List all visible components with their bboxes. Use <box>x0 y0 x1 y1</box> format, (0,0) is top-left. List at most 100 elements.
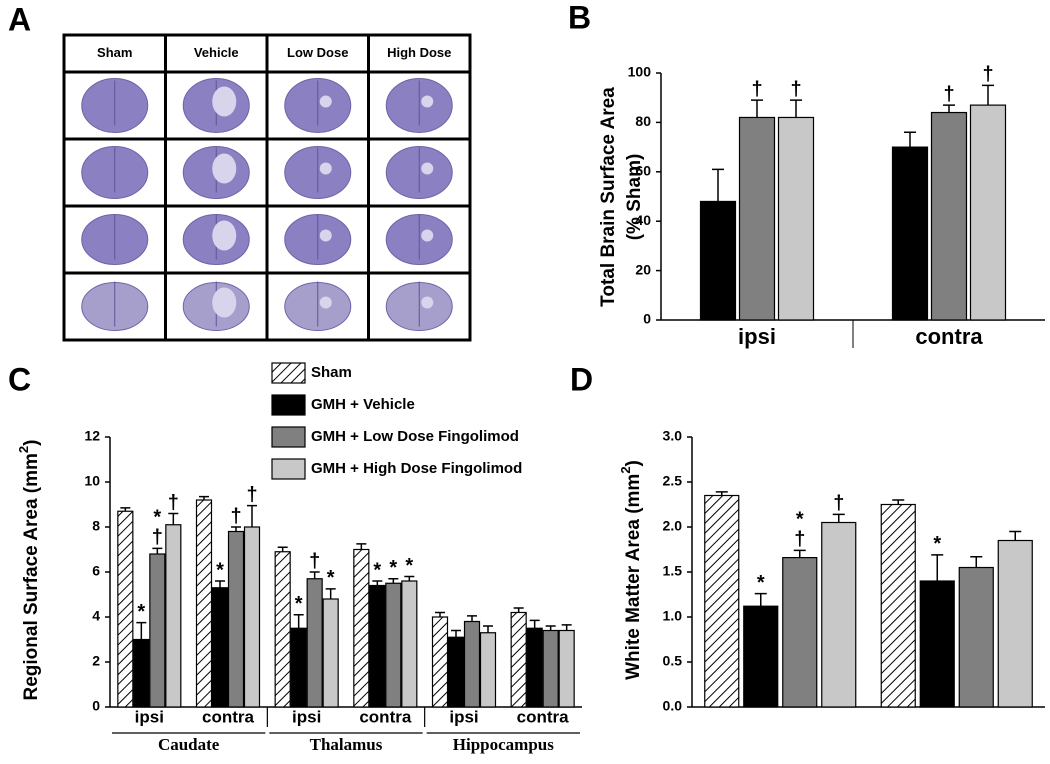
bar <box>306 578 323 708</box>
y-tick-label: 80 <box>635 113 651 129</box>
error-bar <box>943 104 955 113</box>
bar <box>322 598 339 708</box>
x-tick-label: contra <box>517 707 570 726</box>
error-bar <box>545 625 556 631</box>
significance-marker: † <box>246 484 257 506</box>
y-tick-label: 0.0 <box>663 698 683 714</box>
lesion <box>212 220 237 251</box>
bar <box>969 104 1007 321</box>
y-tick-label: 1.0 <box>663 608 683 624</box>
y-tick-label: 2.5 <box>663 473 683 489</box>
significance-marker: * <box>216 559 224 581</box>
y-tick-label: 2.0 <box>663 518 683 534</box>
legend-swatch <box>271 426 306 448</box>
significance-marker: * <box>796 509 804 531</box>
x-tick-label: ipsi <box>135 707 164 726</box>
error-bar <box>247 504 257 527</box>
y-tick-label: 20 <box>635 261 651 277</box>
lesion <box>319 296 332 309</box>
lesion <box>212 86 237 117</box>
error-bar <box>982 84 994 106</box>
bar <box>558 629 575 708</box>
error-bar <box>561 624 572 631</box>
significance-marker: † <box>794 529 805 551</box>
significance-marker: * <box>295 593 303 615</box>
bar <box>243 526 261 708</box>
significance-marker: † <box>790 78 801 100</box>
y-tick-label: 0 <box>643 311 651 327</box>
group-label: Thalamus <box>310 735 383 754</box>
bar <box>479 632 497 708</box>
error-bar <box>388 578 399 584</box>
y-axis-label-superscript: 2 <box>16 446 31 453</box>
error-bar <box>529 619 540 629</box>
panel-label: B <box>568 0 591 35</box>
bar <box>431 616 449 708</box>
error-bar <box>215 580 225 588</box>
y-tick-label: 0.5 <box>663 653 683 669</box>
error-bar <box>293 614 304 629</box>
y-tick-label: 40 <box>635 212 651 228</box>
y-axis-label: Regional Surface Area (mm2) <box>16 440 42 701</box>
significance-marker: * <box>137 601 145 623</box>
bar <box>195 499 213 708</box>
legend-swatch <box>271 362 306 384</box>
bar <box>353 548 370 708</box>
y-axis-label-part: White Matter Area (mm <box>623 474 644 680</box>
bar <box>542 629 559 708</box>
error-bar <box>372 580 383 586</box>
bar <box>211 587 229 708</box>
error-bar <box>904 131 916 148</box>
error-bar <box>152 547 163 554</box>
error-bar <box>712 168 724 202</box>
significance-marker: * <box>757 572 765 594</box>
y-tick-label: 1.5 <box>663 563 683 579</box>
error-bar <box>199 495 209 500</box>
y-tick-label: 3.0 <box>663 428 683 444</box>
y-tick-label: 0 <box>92 698 100 714</box>
lesion <box>319 95 332 108</box>
bar <box>743 605 779 708</box>
lesion <box>421 296 434 309</box>
legend-swatch <box>271 458 306 480</box>
bar <box>447 636 465 708</box>
error-bar <box>277 546 288 552</box>
error-bar <box>136 621 147 640</box>
bar <box>891 146 929 321</box>
bar <box>777 116 815 321</box>
lesion <box>319 162 332 175</box>
y-axis-label: (% Sham) <box>624 154 645 241</box>
bar <box>463 620 481 708</box>
y-axis-label: White Matter Area (mm2) <box>618 460 644 680</box>
y-tick-label: 100 <box>628 64 652 80</box>
y-tick-label: 6 <box>92 563 100 579</box>
bar <box>930 111 968 321</box>
error-bar <box>513 607 524 613</box>
bar <box>133 638 150 708</box>
bar <box>510 611 527 708</box>
lesion <box>421 229 434 242</box>
y-tick-label: 12 <box>84 428 100 444</box>
bar <box>526 627 543 708</box>
y-axis-label-part: ) <box>21 440 42 446</box>
legend-label: GMH + High Dose Fingolimod <box>311 460 522 477</box>
error-bar <box>435 611 445 617</box>
significance-marker: * <box>389 557 397 579</box>
bar <box>738 116 776 321</box>
x-tick-label: ipsi <box>292 707 321 726</box>
y-axis-label-part: Regional Surface Area (mm <box>21 453 42 700</box>
error-bar <box>356 543 367 550</box>
error-bar <box>325 588 336 599</box>
x-tick-label: contra <box>915 324 983 349</box>
significance-marker: † <box>152 527 163 549</box>
x-tick-label: contra <box>359 707 412 726</box>
legend-label: GMH + Low Dose Fingolimod <box>311 428 519 445</box>
bar <box>699 200 737 321</box>
error-bar <box>892 499 905 505</box>
error-bar <box>790 99 802 118</box>
y-axis-label: Total Brain Surface Area <box>598 87 619 307</box>
lesion <box>319 229 332 242</box>
column-header: Vehicle <box>194 45 239 60</box>
bar <box>704 494 740 708</box>
